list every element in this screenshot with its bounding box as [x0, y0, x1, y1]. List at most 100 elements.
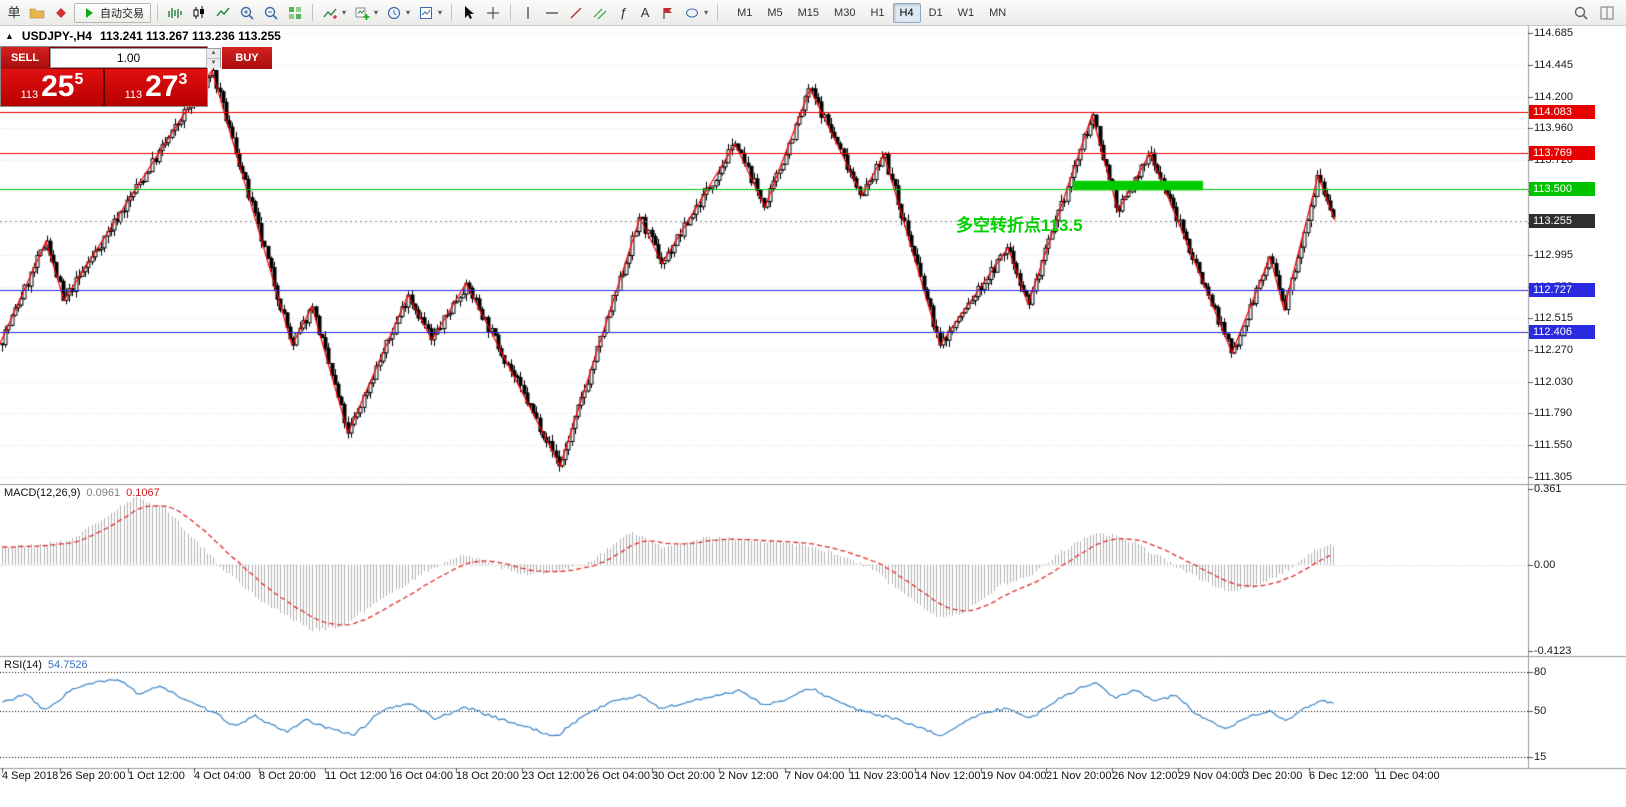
price-level-badge[interactable]: 113.769: [1529, 146, 1595, 161]
price-tick: 111.790: [1534, 407, 1573, 420]
tf-H1[interactable]: H1: [863, 3, 891, 23]
add-chart-button[interactable]: ▾: [351, 3, 381, 23]
time-label: 6 Dec 12:00: [1309, 770, 1369, 782]
time-label: 14 Nov 12:00: [915, 770, 981, 782]
current-price-badge: 113.255: [1529, 213, 1595, 228]
time-label: 3 Dec 20:00: [1243, 770, 1303, 782]
tf-W1[interactable]: W1: [951, 3, 982, 23]
price-level-badge[interactable]: 113.500: [1529, 181, 1595, 196]
zoom-in-button[interactable]: [236, 3, 258, 23]
shapes-button[interactable]: ▾: [681, 3, 711, 23]
time-label: 1 Oct 12:00: [128, 770, 185, 782]
tf-MN[interactable]: MN: [982, 3, 1013, 23]
price-tick: 112.515: [1534, 312, 1573, 325]
line-chart-icon: [216, 7, 230, 16]
tile-windows-button[interactable]: [284, 3, 306, 23]
sell-price-button[interactable]: 113 25 5: [1, 69, 103, 106]
bid-main: 25: [41, 70, 75, 103]
tf-H4[interactable]: H4: [892, 2, 921, 23]
time-label: 23 Oct 12:00: [522, 770, 585, 782]
time-label: 4 Sep 2018: [2, 770, 59, 782]
price-tick: 113.960: [1534, 122, 1573, 135]
new-order-button[interactable]: 单: [4, 3, 24, 23]
zoom-out-icon: [264, 6, 278, 20]
crosshair-button[interactable]: [482, 3, 504, 23]
price-level-badge[interactable]: 114.083: [1529, 105, 1595, 120]
arrows-button[interactable]: [657, 3, 679, 23]
tf-M30[interactable]: M30: [827, 3, 862, 23]
trendline-icon: [570, 7, 582, 18]
tf-M5[interactable]: M5: [760, 3, 789, 23]
fibonacci-icon: ƒ: [619, 4, 627, 20]
chevron-down-icon: ▾: [374, 8, 379, 17]
sell-button[interactable]: SELL: [1, 47, 49, 69]
chevron-down-icon: ▾: [406, 8, 411, 17]
rsi-name: RSI(14): [4, 659, 42, 671]
tf-D1[interactable]: D1: [922, 3, 950, 23]
search-button[interactable]: [1570, 3, 1592, 23]
volume-input[interactable]: [51, 49, 206, 67]
candlestick-button[interactable]: [188, 3, 210, 23]
indicators-icon: [323, 8, 337, 19]
add-chart-icon: [355, 7, 370, 20]
channel-button[interactable]: [589, 3, 611, 23]
diamond-icon: [56, 7, 66, 18]
new-order-label: 单: [7, 4, 21, 20]
periods-button[interactable]: ▾: [383, 3, 413, 23]
price-tick: 112.030: [1534, 375, 1573, 388]
fibonacci-button[interactable]: ƒ: [613, 3, 633, 23]
time-label: 2 Nov 12:00: [719, 770, 779, 782]
price-level-badge[interactable]: 112.727: [1529, 283, 1595, 298]
data-window-button[interactable]: [1596, 3, 1618, 23]
line-chart-button[interactable]: [212, 3, 234, 23]
market-watch-button[interactable]: [26, 3, 48, 23]
trade-panel-price-row: 113 25 5 113 27 3: [1, 69, 207, 106]
autotrade-button[interactable]: 自动交易: [74, 2, 151, 23]
indicators-button[interactable]: ▾: [319, 3, 349, 23]
vertical-line-icon: [527, 6, 529, 19]
price-level-badge[interactable]: 112.406: [1529, 325, 1595, 340]
separator: [312, 4, 313, 21]
separator: [717, 4, 719, 21]
oneclick-collapse-icon[interactable]: ▲: [5, 31, 14, 41]
tf-M15[interactable]: M15: [791, 3, 826, 23]
zoom-out-button[interactable]: [260, 3, 282, 23]
horizontal-line-button[interactable]: [541, 3, 563, 23]
toolbar: 单 自动交易 ▾ ▾ ▾ ▾ ƒ A ▾ M1 M5 M15 M30 H1 H4 D1 W1 M…: [0, 0, 1626, 26]
tf-M1[interactable]: M1: [730, 3, 759, 23]
macd-label: MACD(12,26,9) 0.0961 0.1067: [4, 487, 160, 499]
buy-button[interactable]: BUY: [222, 47, 272, 69]
metaeditor-button[interactable]: [50, 3, 72, 23]
vertical-line-button[interactable]: [517, 3, 539, 23]
buy-price-button[interactable]: 113 27 3: [105, 69, 207, 106]
price-tick: 111.550: [1534, 438, 1573, 451]
templates-button[interactable]: ▾: [415, 3, 445, 23]
ask-pip: 3: [178, 71, 188, 88]
search-icon: [1574, 6, 1588, 20]
candlestick-icon: [193, 5, 204, 19]
time-label: 26 Sep 20:00: [60, 770, 126, 782]
volume-field[interactable]: ▲ ▼: [50, 48, 221, 68]
chevron-down-icon: ▾: [342, 8, 347, 17]
volume-up-button[interactable]: ▲: [207, 49, 220, 59]
time-label: 11 Nov 23:00: [849, 770, 914, 782]
cursor-button[interactable]: [458, 3, 480, 23]
chevron-down-icon: ▾: [438, 8, 443, 17]
template-icon: [420, 6, 433, 19]
tile-windows-icon: [289, 6, 301, 19]
bar-chart-button[interactable]: [164, 3, 186, 23]
separator: [451, 4, 453, 21]
text-button[interactable]: A: [635, 3, 655, 23]
macd-name: MACD(12,26,9): [4, 487, 81, 499]
trendline-button[interactable]: [565, 3, 587, 23]
time-label: 26 Oct 04:00: [587, 770, 650, 782]
time-label: 11 Oct 12:00: [325, 770, 388, 782]
cursor-icon: [465, 5, 475, 19]
rsi-scale-tick: 15: [1534, 750, 1547, 763]
volume-down-button[interactable]: ▼: [207, 59, 220, 68]
trade-panel-top-row: SELL ▲ ▼ BUY: [1, 47, 272, 69]
symbol-bar: ▲ USDJPY-,H4 113.241 113.267 113.236 113…: [5, 29, 281, 43]
crosshair-icon: [487, 6, 500, 19]
